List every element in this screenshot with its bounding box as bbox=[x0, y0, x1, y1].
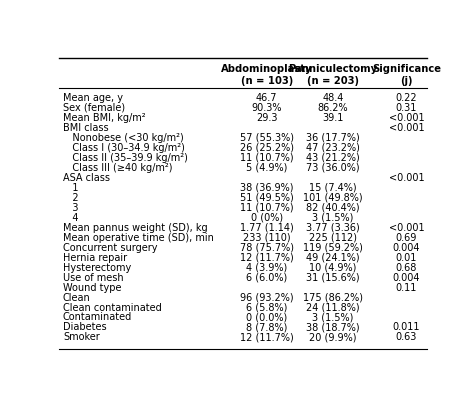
Text: 3 (1.5%): 3 (1.5%) bbox=[312, 312, 354, 322]
Text: (n = 103): (n = 103) bbox=[241, 76, 293, 86]
Text: 0.004: 0.004 bbox=[392, 273, 420, 282]
Text: 73 (36.0%): 73 (36.0%) bbox=[306, 163, 360, 173]
Text: 101 (49.8%): 101 (49.8%) bbox=[303, 193, 363, 203]
Text: Class I (30–34.9 kg/m²): Class I (30–34.9 kg/m²) bbox=[63, 143, 185, 153]
Text: 90.3%: 90.3% bbox=[252, 103, 282, 113]
Text: 51 (49.5%): 51 (49.5%) bbox=[240, 193, 294, 203]
Text: ASA class: ASA class bbox=[63, 173, 110, 183]
Text: Clean: Clean bbox=[63, 293, 91, 303]
Text: 119 (59.2%): 119 (59.2%) bbox=[303, 243, 363, 253]
Text: 10 (4.9%): 10 (4.9%) bbox=[309, 263, 356, 273]
Text: Significance: Significance bbox=[372, 64, 441, 74]
Text: 3 (1.5%): 3 (1.5%) bbox=[312, 213, 354, 223]
Text: Panniculectomy: Panniculectomy bbox=[288, 64, 377, 74]
Text: 0.63: 0.63 bbox=[396, 333, 417, 342]
Text: (ϳ): (ϳ) bbox=[400, 76, 413, 86]
Text: 0.22: 0.22 bbox=[396, 93, 417, 103]
Text: 175 (86.2%): 175 (86.2%) bbox=[303, 293, 363, 303]
Text: 11 (10.7%): 11 (10.7%) bbox=[240, 203, 293, 213]
Text: 4 (3.9%): 4 (3.9%) bbox=[246, 263, 287, 273]
Text: 1.77 (1.14): 1.77 (1.14) bbox=[240, 223, 294, 233]
Text: 0 (0%): 0 (0%) bbox=[251, 213, 283, 223]
Text: 49 (24.1%): 49 (24.1%) bbox=[306, 253, 360, 263]
Text: 0.01: 0.01 bbox=[396, 253, 417, 263]
Text: 3: 3 bbox=[63, 203, 78, 213]
Text: Concurrent surgery: Concurrent surgery bbox=[63, 243, 157, 253]
Text: 6 (5.8%): 6 (5.8%) bbox=[246, 303, 288, 312]
Text: Use of mesh: Use of mesh bbox=[63, 273, 124, 282]
Text: 86.2%: 86.2% bbox=[318, 103, 348, 113]
Text: 78 (75.7%): 78 (75.7%) bbox=[240, 243, 294, 253]
Text: Nonobese (<30 kg/m²): Nonobese (<30 kg/m²) bbox=[63, 133, 183, 143]
Text: 12 (11.7%): 12 (11.7%) bbox=[240, 253, 294, 263]
Text: 38 (18.7%): 38 (18.7%) bbox=[306, 322, 360, 333]
Text: 96 (93.2%): 96 (93.2%) bbox=[240, 293, 293, 303]
Text: 48.4: 48.4 bbox=[322, 93, 344, 103]
Text: Abdominoplasty: Abdominoplasty bbox=[221, 64, 312, 74]
Text: 39.1: 39.1 bbox=[322, 113, 344, 123]
Text: Hernia repair: Hernia repair bbox=[63, 253, 127, 263]
Text: Mean age, y: Mean age, y bbox=[63, 93, 123, 103]
Text: 11 (10.7%): 11 (10.7%) bbox=[240, 153, 293, 163]
Text: Mean BMI, kg/m²: Mean BMI, kg/m² bbox=[63, 113, 146, 123]
Text: Class II (35–39.9 kg/m²): Class II (35–39.9 kg/m²) bbox=[63, 153, 188, 163]
Text: 3.77 (3.36): 3.77 (3.36) bbox=[306, 223, 360, 233]
Text: 47 (23.2%): 47 (23.2%) bbox=[306, 143, 360, 153]
Text: 36 (17.7%): 36 (17.7%) bbox=[306, 133, 360, 143]
Text: 38 (36.9%): 38 (36.9%) bbox=[240, 183, 293, 193]
Text: 82 (40.4%): 82 (40.4%) bbox=[306, 203, 360, 213]
Text: 0.31: 0.31 bbox=[396, 103, 417, 113]
Text: 2: 2 bbox=[63, 193, 79, 203]
Text: Sex (female): Sex (female) bbox=[63, 103, 125, 113]
Text: Mean pannus weight (SD), kg: Mean pannus weight (SD), kg bbox=[63, 223, 208, 233]
Text: 12 (11.7%): 12 (11.7%) bbox=[240, 333, 294, 342]
Text: 31 (15.6%): 31 (15.6%) bbox=[306, 273, 360, 282]
Text: 20 (9.9%): 20 (9.9%) bbox=[309, 333, 356, 342]
Text: 4: 4 bbox=[63, 213, 78, 223]
Text: Mean operative time (SD), min: Mean operative time (SD), min bbox=[63, 233, 214, 243]
Text: 43 (21.2%): 43 (21.2%) bbox=[306, 153, 360, 163]
Text: 6 (6.0%): 6 (6.0%) bbox=[246, 273, 287, 282]
Text: 26 (25.2%): 26 (25.2%) bbox=[240, 143, 294, 153]
Text: Class III (≥40 kg/m²): Class III (≥40 kg/m²) bbox=[63, 163, 173, 173]
Text: 0.004: 0.004 bbox=[392, 243, 420, 253]
Text: Diabetes: Diabetes bbox=[63, 322, 107, 333]
Text: Hysterectomy: Hysterectomy bbox=[63, 263, 131, 273]
Text: 0 (0.0%): 0 (0.0%) bbox=[246, 312, 287, 322]
Text: 0.011: 0.011 bbox=[392, 322, 420, 333]
Text: BMI class: BMI class bbox=[63, 123, 109, 133]
Text: 8 (7.8%): 8 (7.8%) bbox=[246, 322, 288, 333]
Text: 225 (112): 225 (112) bbox=[309, 233, 357, 243]
Text: 24 (11.8%): 24 (11.8%) bbox=[306, 303, 360, 312]
Text: 15 (7.4%): 15 (7.4%) bbox=[309, 183, 357, 193]
Text: <0.001: <0.001 bbox=[389, 223, 424, 233]
Text: 29.3: 29.3 bbox=[256, 113, 278, 123]
Text: 0.68: 0.68 bbox=[396, 263, 417, 273]
Text: Wound type: Wound type bbox=[63, 282, 121, 293]
Text: 233 (110): 233 (110) bbox=[243, 233, 291, 243]
Text: 1: 1 bbox=[63, 183, 78, 193]
Text: Clean contaminated: Clean contaminated bbox=[63, 303, 162, 312]
Text: Smoker: Smoker bbox=[63, 333, 100, 342]
Text: <0.001: <0.001 bbox=[389, 173, 424, 183]
Text: 57 (55.3%): 57 (55.3%) bbox=[240, 133, 294, 143]
Text: 0.11: 0.11 bbox=[396, 282, 417, 293]
Text: <0.001: <0.001 bbox=[389, 113, 424, 123]
Text: Contaminated: Contaminated bbox=[63, 312, 132, 322]
Text: 0.69: 0.69 bbox=[396, 233, 417, 243]
Text: 5 (4.9%): 5 (4.9%) bbox=[246, 163, 288, 173]
Text: <0.001: <0.001 bbox=[389, 123, 424, 133]
Text: (n = 203): (n = 203) bbox=[307, 76, 359, 86]
Text: 46.7: 46.7 bbox=[256, 93, 278, 103]
